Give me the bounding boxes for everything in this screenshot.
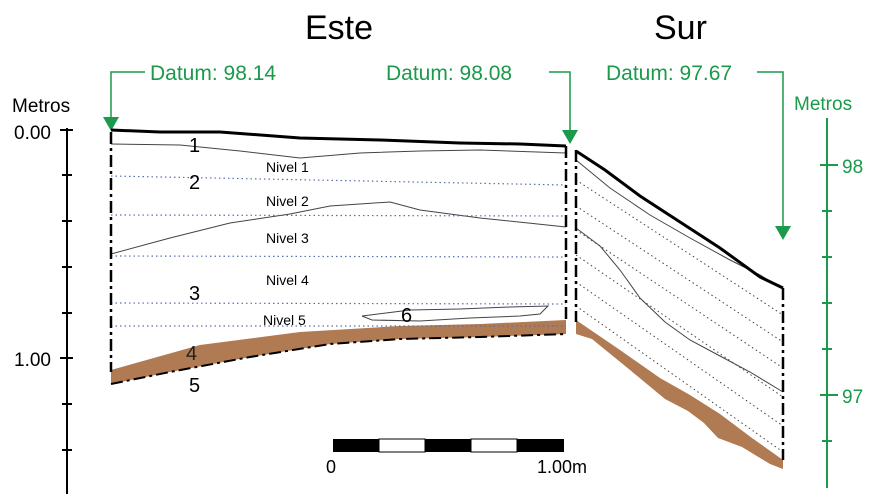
left-axis-tick-bottom: 1.00	[14, 350, 51, 371]
heading-east: Este	[305, 9, 373, 47]
scale-bar-end: 1.00m	[537, 457, 587, 477]
strata-lines-south	[575, 159, 784, 393]
datum-marker-1	[103, 71, 145, 131]
level-label-4: Nivel 4	[266, 272, 309, 288]
datum-label-2: Datum: 98.08	[386, 62, 512, 85]
level-lines-east	[110, 175, 567, 327]
level-label-1: Nivel 1	[266, 159, 309, 175]
scale-bar-start: 0	[326, 457, 336, 477]
scale-bar	[333, 438, 564, 453]
left-axis-tick-top: 0.00	[14, 123, 51, 144]
heading-south: Sur	[654, 9, 707, 47]
strata-lines-east	[110, 143, 567, 322]
layer-number-6: 6	[401, 305, 412, 327]
left-depth-axis	[60, 128, 73, 494]
ground-surface-east	[110, 128, 567, 148]
layer-number-3: 3	[189, 283, 200, 305]
soil-layer-south	[576, 320, 783, 469]
level-lines-south	[575, 179, 784, 453]
datum-marker-3	[757, 71, 791, 240]
profile-boundaries	[109, 132, 785, 460]
level-label-5: Nivel 5	[263, 312, 306, 328]
left-axis-title: Metros	[12, 96, 70, 117]
level-label-2: Nivel 2	[266, 193, 309, 209]
right-axis-title: Metros	[794, 94, 852, 115]
datum-label-3: Datum: 97.67	[606, 62, 732, 85]
right-elevation-axis	[820, 118, 838, 488]
layer-number-4: 4	[186, 343, 197, 365]
datum-marker-2	[549, 71, 578, 144]
right-axis-tick-top: 98	[842, 157, 863, 178]
right-axis-tick-bottom: 97	[842, 387, 863, 408]
soil-layer-east	[111, 320, 566, 384]
ground-surface-south	[575, 149, 784, 290]
layer-number-2: 2	[189, 172, 200, 194]
layer-number-5: 5	[189, 375, 200, 397]
datum-label-1: Datum: 98.14	[150, 62, 276, 85]
layer-number-1: 1	[189, 135, 200, 157]
level-label-3: Nivel 3	[266, 230, 309, 246]
